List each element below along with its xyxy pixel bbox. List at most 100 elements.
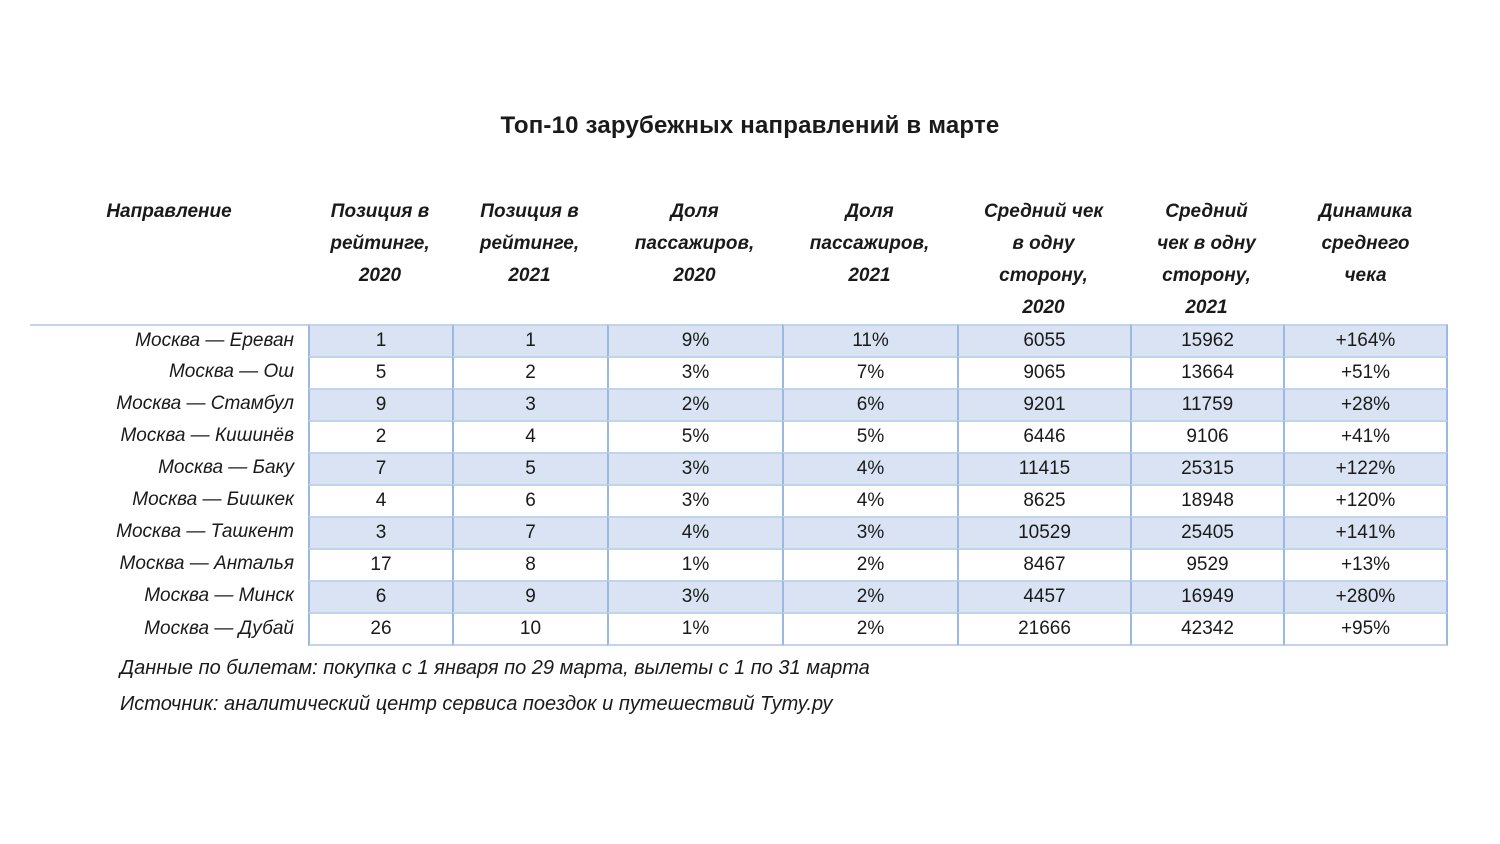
column-header: Средний чек в одну сторону, 2021	[1157, 201, 1256, 318]
data-cell: 9529	[1130, 548, 1283, 580]
column-header: Позиция в рейтинге, 2020	[330, 201, 430, 286]
destination-label: Москва — Ереван	[30, 324, 308, 356]
data-cell: +120%	[1283, 484, 1448, 516]
column-header: Позиция в рейтинге, 2021	[479, 201, 580, 286]
data-cell: 11759	[1130, 388, 1283, 420]
column-header: Динамика среднего чека	[1318, 201, 1413, 286]
data-cell: 8	[452, 548, 607, 580]
destination-label: Москва — Ош	[30, 356, 308, 388]
data-cell: 9106	[1130, 420, 1283, 452]
data-cell: 5	[452, 452, 607, 484]
data-cell: 11%	[782, 324, 957, 356]
data-cell: 2	[308, 420, 452, 452]
footnotes: Данные по билетам: покупка с 1 января по…	[120, 650, 1320, 722]
data-cell: 7	[452, 516, 607, 548]
data-cell: 26	[308, 612, 452, 646]
data-cell: +280%	[1283, 580, 1448, 612]
data-cell: 9%	[607, 324, 782, 356]
data-cell: 6%	[782, 388, 957, 420]
data-cell: 6446	[957, 420, 1130, 452]
data-cell: 11415	[957, 452, 1130, 484]
data-cell: 9	[308, 388, 452, 420]
footnote-data-period: Данные по билетам: покупка с 1 января по…	[120, 657, 870, 679]
data-cell: 42342	[1130, 612, 1283, 646]
table-row: Москва — Стамбул 9 3 2% 6% 9201 11759 +28%	[30, 388, 1448, 420]
destination-label: Москва — Дубай	[30, 612, 308, 646]
data-cell: 2%	[782, 580, 957, 612]
data-cell: 1%	[607, 548, 782, 580]
data-cell: +28%	[1283, 388, 1448, 420]
page-title: Топ-10 зарубежных направлений в марте	[500, 112, 1000, 139]
data-cell: 13664	[1130, 356, 1283, 388]
data-cell: 1	[308, 324, 452, 356]
data-cell: 9065	[957, 356, 1130, 388]
table-row: Москва — Баку 7 5 3% 4% 11415 25315 +122%	[30, 452, 1448, 484]
data-cell: 21666	[957, 612, 1130, 646]
data-cell: 3%	[782, 516, 957, 548]
data-cell: 6	[452, 484, 607, 516]
data-cell: 2%	[607, 388, 782, 420]
data-cell: 3%	[607, 356, 782, 388]
data-cell: +141%	[1283, 516, 1448, 548]
data-cell: 8625	[957, 484, 1130, 516]
table-row: Москва — Ош 5 2 3% 7% 9065 13664 +51%	[30, 356, 1448, 388]
data-cell: 17	[308, 548, 452, 580]
data-cell: 3	[452, 388, 607, 420]
data-cell: 4%	[607, 516, 782, 548]
data-cell: 5%	[782, 420, 957, 452]
table-row: Москва — Кишинёв 2 4 5% 5% 6446 9106 +41%	[30, 420, 1448, 452]
data-cell: 4%	[782, 484, 957, 516]
data-cell: 8467	[957, 548, 1130, 580]
data-cell: 5	[308, 356, 452, 388]
destination-label: Москва — Бишкек	[30, 484, 308, 516]
data-cell: 2	[452, 356, 607, 388]
data-cell: 1	[452, 324, 607, 356]
table-row: Москва — Ереван 1 1 9% 11% 6055 15962 +164%	[30, 324, 1448, 356]
data-cell: +51%	[1283, 356, 1448, 388]
data-cell: 15962	[1130, 324, 1283, 356]
data-cell: 6	[308, 580, 452, 612]
table-row: Москва — Дубай 26 10 1% 2% 21666 42342 +95%	[30, 612, 1448, 646]
data-cell: +13%	[1283, 548, 1448, 580]
data-cell: 3	[308, 516, 452, 548]
table-row: Москва — Анталья 17 8 1% 2% 8467 9529 +13%	[30, 548, 1448, 580]
table-row: Москва — Бишкек 4 6 3% 4% 8625 18948 +120%	[30, 484, 1448, 516]
data-cell: 7	[308, 452, 452, 484]
destination-label: Москва — Минск	[30, 580, 308, 612]
data-cell: 10	[452, 612, 607, 646]
data-cell: 2%	[782, 548, 957, 580]
footnote-source: Источник: аналитический центр сервиса по…	[120, 693, 833, 715]
data-cell: 16949	[1130, 580, 1283, 612]
data-cell: +122%	[1283, 452, 1448, 484]
data-cell: 10529	[957, 516, 1130, 548]
data-cell: 9201	[957, 388, 1130, 420]
destination-label: Москва — Баку	[30, 452, 308, 484]
table-body: Москва — Ереван 1 1 9% 11% 6055 15962 +164% Моск…	[30, 324, 1448, 646]
data-cell: 1%	[607, 612, 782, 646]
data-cell: 4	[452, 420, 607, 452]
data-cell: 3%	[607, 580, 782, 612]
destinations-table: Направление Позиция в рейтинге, 2020 Позиц…	[30, 196, 1448, 646]
data-cell: 3%	[607, 484, 782, 516]
destination-label: Москва — Ташкент	[30, 516, 308, 548]
data-cell: 4457	[957, 580, 1130, 612]
data-cell: 4	[308, 484, 452, 516]
data-cell: 9	[452, 580, 607, 612]
data-cell: 4%	[782, 452, 957, 484]
data-cell: +95%	[1283, 612, 1448, 646]
data-cell: 7%	[782, 356, 957, 388]
column-header: Направление	[106, 201, 232, 222]
destination-label: Москва — Кишинёв	[30, 420, 308, 452]
data-cell: 25315	[1130, 452, 1283, 484]
column-header: Средний чек в одну сторону, 2020	[983, 201, 1104, 318]
column-header: Доля пассажиров, 2020	[634, 201, 755, 286]
data-cell: 5%	[607, 420, 782, 452]
data-cell: 3%	[607, 452, 782, 484]
header-row: Направление Позиция в рейтинге, 2020 Позиц…	[30, 196, 1448, 324]
destination-label: Москва — Стамбул	[30, 388, 308, 420]
destination-label: Москва — Анталья	[30, 548, 308, 580]
data-cell: +164%	[1283, 324, 1448, 356]
data-cell: 6055	[957, 324, 1130, 356]
data-cell: 2%	[782, 612, 957, 646]
